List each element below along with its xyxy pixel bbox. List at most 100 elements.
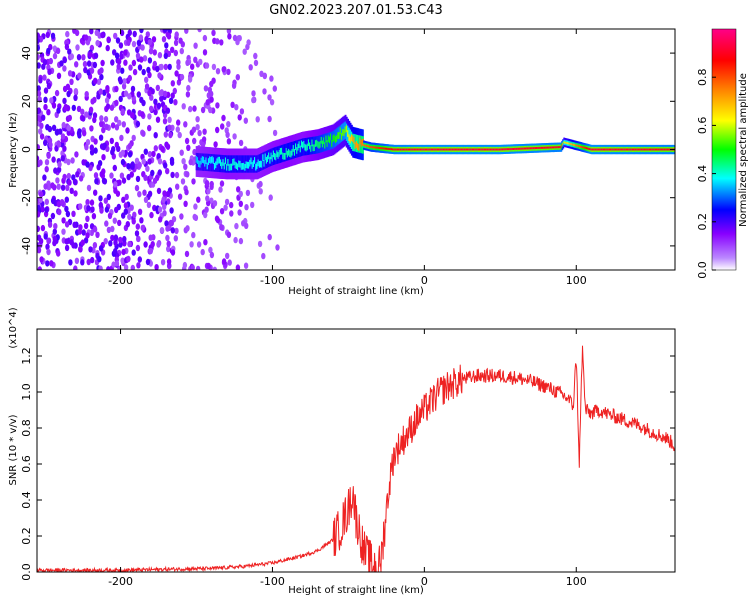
heatmap-noise-cell [227, 33, 232, 40]
heatmap-ridge-core [659, 148, 662, 151]
heatmap-ridge-core [574, 144, 576, 147]
heatmap-ridge-mid [211, 154, 214, 172]
heatmap-ridge-mid [298, 139, 301, 157]
heatmap-noise-cell [130, 161, 135, 168]
heatmap-noise-cell [49, 97, 54, 104]
heatmap-ridge-core [607, 148, 610, 151]
heatmap-noise-cell [38, 159, 43, 166]
heatmap-noise-cell [170, 80, 175, 87]
heatmap-ridge-core [245, 161, 248, 169]
heatmap-ridge-core [557, 146, 560, 149]
heatmap-ridge-core [378, 147, 381, 149]
heatmap-ridge-core [199, 160, 202, 168]
heatmap-noise-cell [163, 52, 168, 59]
heatmap-noise-cell [136, 235, 141, 243]
heatmap-noise-cell [54, 145, 59, 152]
heatmap-noise-cell [209, 251, 215, 259]
heatmap-noise-cell [123, 264, 129, 270]
heatmap-noise-cell [246, 39, 251, 46]
heatmap-noise-cell [181, 158, 186, 165]
heatmap-noise-cell [98, 265, 103, 270]
heatmap-noise-cell [140, 224, 145, 232]
heatmap-noise-cell [38, 77, 43, 84]
heatmap-noise-cell [113, 248, 118, 255]
heatmap-noise-cell [262, 72, 267, 80]
heatmap-noise-cell [235, 264, 241, 270]
heatmap-ridge-core [213, 163, 216, 170]
heatmap-noise-cell [162, 29, 168, 33]
heatmap-noise-cell [98, 201, 104, 209]
heatmap-noise-cell [38, 128, 43, 135]
heatmap-noise-cell [46, 109, 51, 116]
heatmap-noise-cell [117, 58, 122, 65]
heatmap-ridge-core [216, 158, 219, 166]
heatmap-ridge-core [623, 148, 626, 151]
heatmap-ridge-core [640, 148, 643, 151]
heatmap-ridge-core [207, 158, 210, 165]
heatmap-noise-cell [153, 145, 158, 152]
heatmap-ridge-core [337, 132, 340, 139]
heatmap-ridge-core [279, 148, 282, 155]
heatmap-ridge-core [636, 148, 639, 151]
heatmap-noise-cell [60, 150, 65, 157]
heatmap-ridge-core [503, 148, 506, 151]
heatmap-ridge-core [620, 148, 623, 151]
heatmap-noise-cell [135, 175, 141, 183]
heatmap-ridge-core [309, 142, 311, 150]
heatmap-ridge-core [539, 146, 542, 149]
heatmap-noise-cell [83, 237, 89, 244]
heatmap-noise-cell [114, 52, 120, 59]
heatmap-ridge-core [289, 150, 292, 157]
y-tick-label: 0.2 [20, 527, 33, 545]
heatmap-noise-cell [86, 60, 92, 67]
heatmap-noise-cell [110, 234, 115, 242]
heatmap-noise-cell [46, 82, 52, 90]
heatmap-noise-cell [93, 77, 98, 85]
heatmap-ridge-core [355, 141, 358, 148]
heatmap-noise-cell [77, 72, 82, 79]
heatmap-noise-cell [209, 80, 214, 88]
heatmap-noise-cell [235, 74, 240, 81]
heatmap-noise-cell [155, 84, 160, 92]
x-tick-label: -100 [260, 575, 285, 588]
heatmap-ridge-core [438, 148, 440, 151]
y-tick-label: 0.6 [20, 455, 33, 473]
heatmap-ridge-core [452, 148, 455, 151]
bottom-x-axis-label: Height of straight line (km) [288, 585, 424, 596]
colorbar-gradient [711, 28, 737, 271]
heatmap-noise-cell [167, 116, 172, 124]
heatmap-ridge-core [553, 146, 555, 149]
heatmap-noise-cell [80, 108, 85, 116]
heatmap-noise-cell [157, 169, 162, 176]
heatmap-noise-cell [245, 189, 251, 197]
heatmap-noise-cell [95, 231, 100, 238]
heatmap-noise-cell [37, 211, 41, 218]
heatmap-noise-cell [214, 215, 220, 222]
heatmap-noise-cell [52, 52, 58, 60]
heatmap-ridge-core [304, 143, 307, 151]
heatmap-noise-cell [114, 116, 119, 123]
heatmap-noise-cell [77, 228, 83, 235]
heatmap-noise-cell [267, 115, 272, 123]
heatmap-ridge-core [515, 147, 518, 150]
heatmap-ridge-core [519, 147, 521, 150]
heatmap-ridge-core [548, 146, 550, 149]
heatmap-noise-cell [142, 189, 147, 196]
heatmap-noise-cell [64, 205, 69, 213]
heatmap-noise-cell [225, 131, 230, 138]
heatmap-noise-cell [208, 106, 213, 114]
heatmap-noise-cell [84, 111, 89, 118]
heatmap-ridge-core [629, 148, 632, 151]
heatmap-noise-cell [42, 174, 47, 181]
heatmap-ridge-core [477, 148, 480, 151]
x-tick-label: -100 [260, 274, 285, 287]
heatmap-noise-cell [206, 262, 211, 270]
heatmap-noise-cell [77, 128, 82, 135]
heatmap-noise-cell [65, 210, 71, 218]
heatmap-noise-cell [144, 76, 149, 84]
heatmap-noise-cell [67, 114, 73, 122]
heatmap-noise-cell [140, 111, 145, 118]
heatmap-ridge-core [419, 148, 422, 151]
heatmap-noise-cell [115, 37, 121, 44]
heatmap-noise-cell [200, 248, 205, 256]
